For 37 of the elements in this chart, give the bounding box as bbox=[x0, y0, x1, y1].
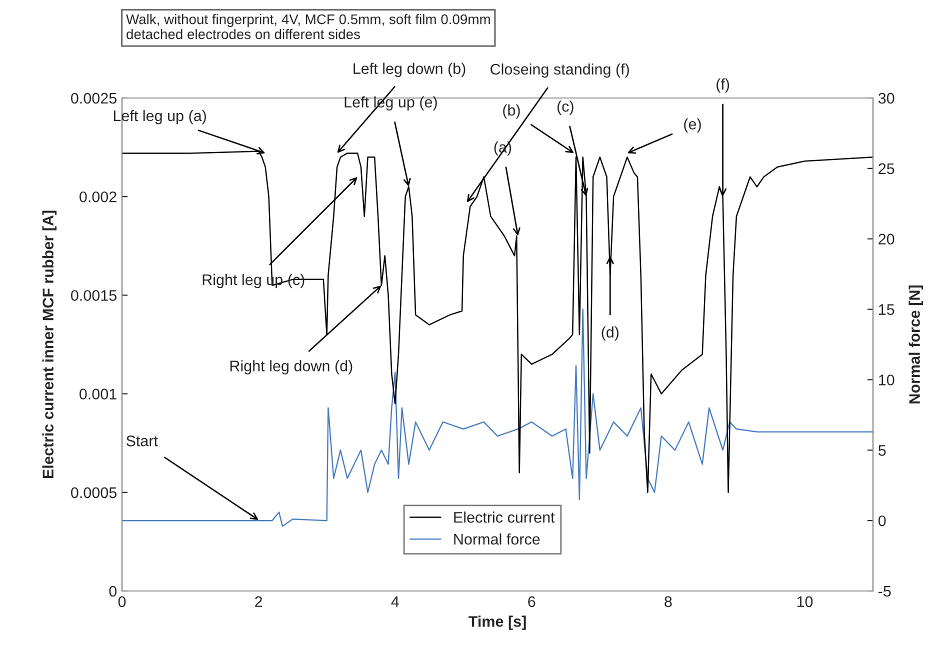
y-tick-label: 0.001 bbox=[80, 388, 116, 400]
annotation: Start bbox=[126, 436, 158, 446]
x-tick-label: 10 bbox=[797, 596, 813, 608]
x-axis-title: Time [s] bbox=[468, 616, 526, 630]
y-axis-title: Electric current inner MCF rubber [A] bbox=[42, 210, 57, 478]
annotation: (c) bbox=[557, 100, 574, 115]
y2-tick-label: 25 bbox=[878, 163, 894, 174]
annotation: Right leg down (d) bbox=[230, 360, 352, 374]
annotation: Left leg up (a) bbox=[114, 110, 206, 124]
annotation: Closeing standing (f) bbox=[490, 63, 629, 78]
annotation: (d) bbox=[602, 326, 619, 341]
y2-tick-label: 20 bbox=[878, 234, 894, 245]
line-series bbox=[122, 308, 873, 527]
y2-tick-label: 15 bbox=[879, 304, 894, 315]
y2-tick-label: 0 bbox=[878, 515, 886, 526]
y-tick-label: 0.0005 bbox=[71, 487, 117, 498]
x-tick-label: 2 bbox=[255, 596, 262, 607]
y-tick-label: 0.0015 bbox=[71, 290, 117, 301]
x-tick-label: 8 bbox=[664, 596, 672, 608]
annotation: Left leg down (b) bbox=[354, 62, 466, 78]
y-tick-label: 0.0025 bbox=[71, 92, 117, 104]
y-tick-label: 0.002 bbox=[80, 191, 116, 202]
x-tick-label: 4 bbox=[391, 596, 399, 607]
y2-tick-label: 30 bbox=[878, 92, 894, 104]
y2-tick-label: 5 bbox=[878, 445, 886, 456]
legend-label: Normal force bbox=[454, 533, 540, 545]
legend-label: Electric current bbox=[454, 512, 555, 523]
y-tick-label: 0 bbox=[109, 586, 117, 597]
annotation: (b) bbox=[503, 104, 520, 119]
chart-title: Walk, without fingerprint, 4V, MCF 0.5mm, soft film 0.09mm detached electrodes on different sides bbox=[126, 14, 490, 40]
x-tick-label: 0 bbox=[118, 596, 126, 608]
y2-tick-label: -5 bbox=[878, 586, 891, 597]
y2-axis-title: Normal force [N] bbox=[908, 286, 923, 404]
x-tick-label: 6 bbox=[528, 596, 536, 608]
y2-tick-label: 10 bbox=[879, 374, 894, 386]
annotation: (e) bbox=[684, 118, 701, 133]
annotation: (f) bbox=[716, 78, 730, 93]
